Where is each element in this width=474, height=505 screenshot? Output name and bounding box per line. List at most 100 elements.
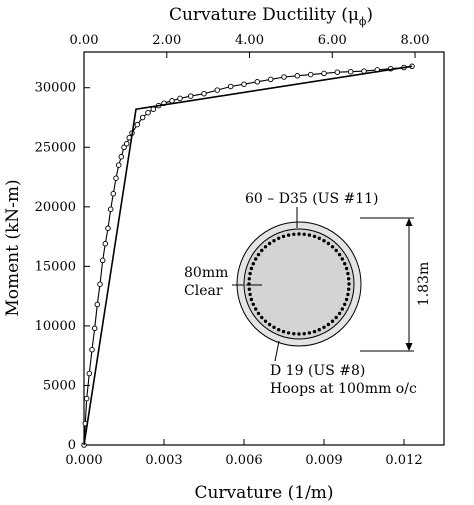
data-point-marker [187, 93, 194, 99]
rebar-dot [248, 271, 252, 276]
bar-callout-label: 60 – D35 (US #11) [245, 191, 379, 207]
rebar-dot [330, 245, 335, 249]
rebar-dot [281, 234, 286, 239]
rebar-dot [344, 297, 349, 302]
data-point-marker [145, 109, 151, 116]
left-axis-ticks: 0 5000 10000 15000 20000 25000 30000 [35, 81, 90, 453]
data-point-marker [214, 87, 221, 93]
data-point-marker [115, 162, 122, 168]
top-tick-label: 4.00 [235, 33, 264, 48]
rebar-dot [248, 292, 252, 297]
rebar-ring [247, 232, 351, 336]
data-point-marker [91, 325, 98, 332]
y-tick-label: 15000 [35, 259, 76, 274]
top-tick-label: 6.00 [318, 33, 347, 48]
y-tick-label: 25000 [35, 140, 76, 155]
x-tick-label: 0.009 [305, 453, 342, 468]
rebar-dot [251, 262, 255, 266]
rebar-dot [302, 232, 306, 236]
rebar-dot [317, 236, 321, 240]
plot-frame [83, 51, 445, 446]
dimension-arrow-top [405, 218, 413, 226]
data-point-marker [86, 370, 93, 377]
rebar-dot [322, 325, 326, 329]
data-point-marker [121, 144, 127, 151]
hoop-label-line2: Hoops at 100mm o/c [270, 381, 417, 397]
rebar-dot [251, 302, 255, 306]
data-point-marker [102, 240, 109, 247]
dimension-arrow-bottom [405, 343, 413, 351]
rebar-dot [267, 241, 272, 246]
data-point-marker [267, 76, 274, 83]
section-core-circle [243, 228, 355, 340]
rebar-dot [249, 266, 254, 271]
rebar-dot [247, 277, 251, 281]
rebar-dot [343, 262, 347, 266]
data-point-marker [321, 70, 327, 77]
rebar-dot [334, 248, 338, 253]
y-tick-label: 20000 [35, 200, 76, 215]
x-tick-label: 0.012 [385, 453, 422, 468]
y-tick-label: 0 [68, 438, 76, 453]
rebar-dot [307, 331, 312, 335]
bilinear-line [83, 65, 413, 446]
hoop-label-line1: D 19 (US #8) [270, 363, 365, 379]
rebar-dot [249, 297, 254, 302]
data-point-marker [169, 98, 175, 104]
rebar-dot [277, 236, 281, 240]
data-point-marker [134, 121, 141, 128]
rebar-dot [297, 332, 301, 336]
top-axis-ticks: 0.00 2.00 4.00 6.00 8.00 [70, 33, 430, 58]
rebar-dot [256, 311, 261, 316]
y-axis-title: Moment (kN-m) [3, 179, 23, 316]
data-point-marker [113, 175, 119, 181]
rebar-dot [347, 287, 351, 291]
rebar-dot [322, 239, 326, 243]
data-point-marker [110, 190, 117, 197]
rebar-dot [317, 328, 321, 332]
data-point-marker [227, 83, 234, 90]
rebar-dot [286, 331, 291, 335]
diameter-label: 1.83m [416, 262, 432, 306]
rebar-dot [254, 257, 258, 261]
data-point-marker [139, 114, 146, 121]
rebar-dot [346, 292, 350, 297]
data-point-marker [177, 95, 183, 102]
data-point-marker [150, 106, 157, 112]
rebar-dot [302, 332, 306, 336]
data-point-marker [89, 346, 95, 353]
data-point-marker [241, 81, 247, 87]
data-point-marker [94, 301, 101, 308]
rebar-dot [281, 329, 286, 334]
rebar-dot [337, 252, 342, 257]
x-tick-label: 0.003 [145, 453, 182, 468]
data-point-marker [334, 69, 341, 75]
rebar-dot [326, 322, 331, 327]
rebar-dot [330, 319, 335, 323]
top-tick-label: 8.00 [401, 33, 430, 48]
rebar-dot [260, 315, 264, 320]
rebar-dot [344, 266, 349, 271]
rebar-dot [263, 319, 268, 323]
data-point-marker [294, 73, 301, 79]
rebar-dot [347, 282, 351, 286]
rebar-dot [334, 315, 338, 320]
y-tick-label: 5000 [43, 378, 76, 393]
data-point-marker [254, 79, 261, 85]
rebar-dot [307, 233, 312, 237]
rebar-dot [277, 328, 281, 332]
x-axis-title: Curvature (1/m) [194, 483, 333, 503]
series-layer [81, 63, 415, 448]
rebar-dot [247, 287, 251, 291]
bottom-axis-ticks: 0.000 0.003 0.006 0.009 0.012 [65, 439, 423, 468]
y-tick-label: 30000 [35, 81, 76, 96]
analysis-curve [83, 65, 413, 446]
data-point-marker [201, 90, 207, 97]
rebar-dot [343, 302, 347, 306]
rebar-dot [263, 245, 268, 249]
top-axis-title-subscript: ϕ [359, 15, 367, 28]
rebar-dot [272, 325, 276, 329]
x-tick-label: 0.006 [225, 453, 262, 468]
section-inset: 1.83m 60 – D35 (US #11) 80mm Clear D 19 … [184, 191, 432, 397]
